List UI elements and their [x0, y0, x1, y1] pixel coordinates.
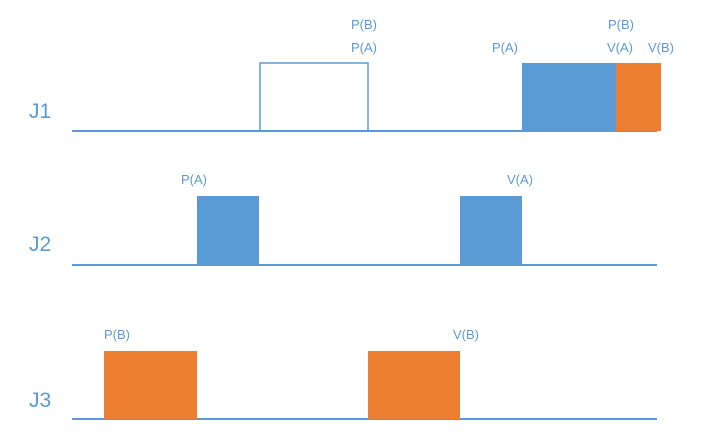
- row-label-j1: J1: [29, 100, 52, 123]
- j1-annotation-p-b-1: P(B): [351, 17, 377, 32]
- j1-resource-b-block: [616, 63, 661, 131]
- j3-annotation-p-b: P(B): [104, 327, 130, 342]
- j1-annotation-v-b: V(B): [648, 40, 674, 55]
- j2-resource-a-block-2: [460, 196, 522, 265]
- j1-resource-a-block: [522, 63, 616, 131]
- j3-resource-b-block-2: [368, 351, 460, 419]
- j1-annotation-p-a-1: P(A): [351, 40, 377, 55]
- j2-annotation-v-a: V(A): [507, 172, 533, 187]
- j3-resource-b-block-1: [104, 351, 197, 419]
- j1-annotation-v-a: V(A): [607, 40, 633, 55]
- j1-annotation-p-a-2: P(A): [492, 40, 518, 55]
- row-label-j3: J3: [29, 389, 52, 412]
- j2-annotation-p-a: P(A): [181, 172, 207, 187]
- j2-resource-a-block-1: [197, 196, 259, 265]
- j3-annotation-v-b: V(B): [453, 327, 479, 342]
- row-label-j2: J2: [29, 233, 52, 256]
- j1-outline-block: [259, 62, 369, 132]
- j1-annotation-p-b-2: P(B): [608, 17, 634, 32]
